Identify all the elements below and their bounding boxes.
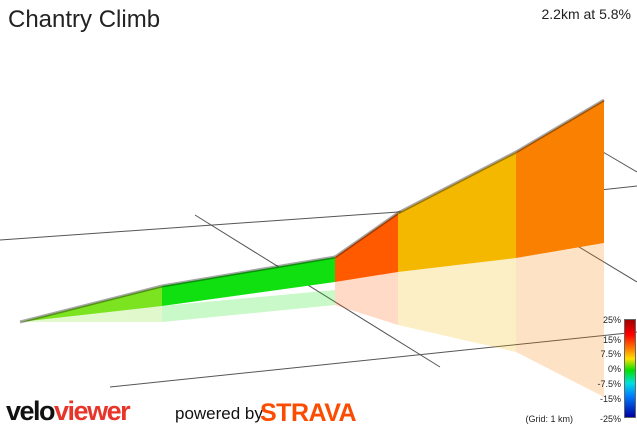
powered-by-text: powered by [175,404,263,423]
climb-summary: 2.2km at 5.8% [541,6,632,22]
legend-tick: 25% [602,315,621,325]
profile-segment-top-edge [397,150,517,215]
legend-tick: -7.5% [597,379,621,389]
profile-wall [19,98,605,324]
profile-segment [162,257,335,306]
profile-segment [516,100,604,258]
profile-segment-top-edge [515,98,605,154]
legend-tick: 15% [602,335,621,345]
profile-segment-top-edge [161,255,336,288]
grid-line [109,331,637,388]
page-title: Chantry Climb [8,6,161,33]
profile-segment-top-edge [19,284,163,324]
grid-line [0,211,399,241]
profile-segment [398,152,516,272]
legend-tick: 7.5% [600,349,621,359]
grid-line [194,214,441,368]
legend-tick: -15% [599,394,621,404]
logo-velo: velo [6,396,56,426]
profile-segment-top-edge [334,211,399,259]
profile-segment [335,213,398,282]
legend-tick: 0% [607,364,621,374]
veloviewer-logo[interactable]: veloviewer [6,394,131,428]
gradient-legend-bar [624,319,636,418]
grid-line [602,151,637,173]
grid-scale-note: (Grid: 1 km) [525,414,573,424]
logo-viewer: viewer [54,396,131,426]
strava-logo[interactable]: STRAVA [260,399,357,427]
legend-tick: -25% [599,414,621,424]
profile-segment [20,286,162,322]
